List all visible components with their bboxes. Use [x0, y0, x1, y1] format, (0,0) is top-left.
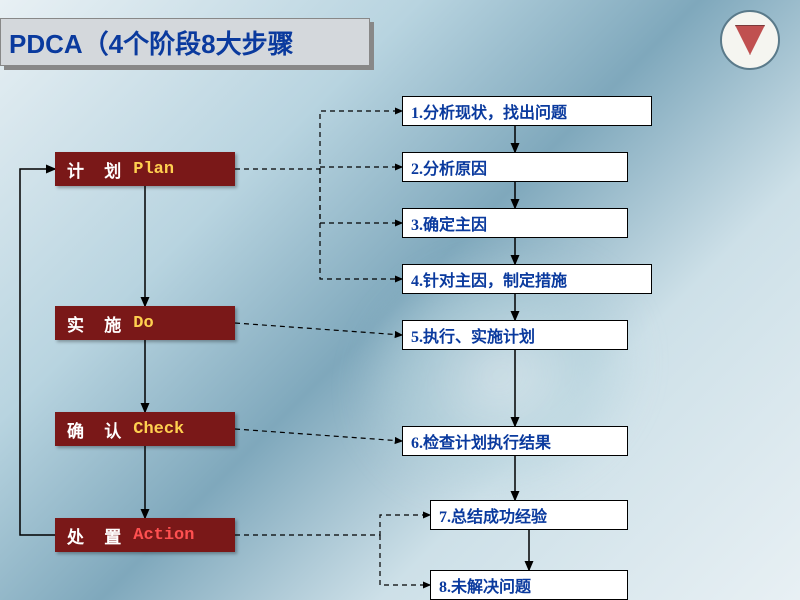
step-box-1: 1.分析现状，找出问题 — [402, 96, 652, 126]
stage-box-check: 确 认Check — [55, 412, 235, 446]
stage-label-en: Check — [133, 420, 184, 439]
university-logo — [720, 10, 780, 70]
stage-label-cn: 确 认 — [67, 417, 129, 442]
step-box-2: 2.分析原因 — [402, 152, 628, 182]
stage-label-en: Plan — [133, 160, 174, 179]
stage-box-plan: 计 划Plan — [55, 152, 235, 186]
stage-label-en: Action — [133, 526, 194, 545]
stage-box-action: 处 置Action — [55, 518, 235, 552]
stage-box-do: 实 施Do — [55, 306, 235, 340]
step-box-5: 5.执行、实施计划 — [402, 320, 628, 350]
stage-label-cn: 处 置 — [67, 523, 129, 548]
page-title: PDCA（4个阶段8大步骤 — [9, 24, 294, 61]
stage-label-cn: 实 施 — [67, 311, 129, 336]
stage-label-cn: 计 划 — [67, 157, 129, 182]
step-box-8: 8.未解决问题 — [430, 570, 628, 600]
step-box-4: 4.针对主因，制定措施 — [402, 264, 652, 294]
logo-shield-icon — [735, 25, 765, 55]
title-bar: PDCA（4个阶段8大步骤 — [0, 18, 370, 66]
background-decoration — [316, 206, 683, 544]
stage-label-en: Do — [133, 314, 153, 333]
step-box-6: 6.检查计划执行结果 — [402, 426, 628, 456]
step-box-3: 3.确定主因 — [402, 208, 628, 238]
step-box-7: 7.总结成功经验 — [430, 500, 628, 530]
